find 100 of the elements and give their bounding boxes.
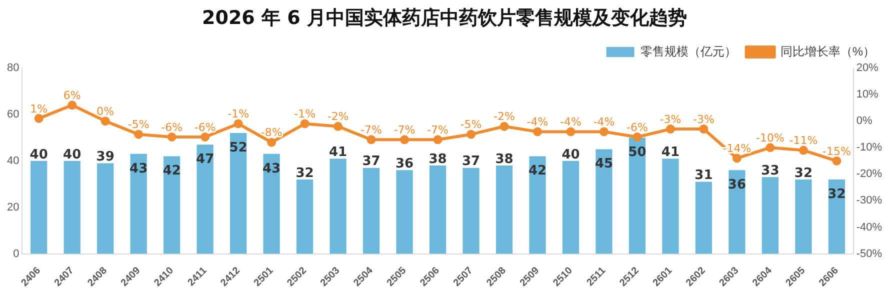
point [400, 135, 410, 144]
data-label: -10% [756, 131, 784, 144]
bar [362, 168, 380, 254]
data-label: 47 [196, 152, 214, 168]
data-label: -6% [194, 120, 216, 134]
data-label: 37 [462, 154, 480, 170]
point [798, 146, 808, 155]
data-label: -1% [294, 108, 316, 121]
data-label: -4% [593, 116, 615, 129]
bar [762, 177, 779, 254]
bar [429, 166, 446, 254]
data-label: 32 [296, 166, 314, 181]
data-label: -4% [526, 116, 548, 129]
data-label: -5% [128, 118, 150, 132]
y2-tick-label: -10% [856, 142, 882, 154]
data-label: 42 [528, 164, 547, 179]
bar [396, 170, 413, 254]
data-label: 45 [594, 156, 614, 172]
bar [695, 182, 712, 254]
bar [562, 160, 580, 254]
data-label: -3% [660, 112, 682, 126]
data-label: -7% [394, 124, 416, 137]
y-tick-label: 40 [6, 154, 20, 167]
y2-tick-label: -30% [856, 194, 882, 207]
point [200, 132, 210, 142]
point [599, 127, 608, 136]
bar [662, 158, 679, 254]
data-label: 39 [96, 150, 114, 165]
point [300, 119, 310, 128]
data-label: 40 [562, 147, 580, 162]
y2-tick-label: 20% [856, 62, 879, 74]
point [334, 122, 343, 131]
point [134, 130, 144, 139]
bar [728, 170, 746, 254]
data-label: 1% [30, 102, 48, 116]
point [234, 119, 243, 128]
y2-tick-label: -40% [856, 221, 882, 234]
data-label: -6% [161, 120, 183, 134]
bar [296, 179, 314, 254]
legend-label: 零售规模（亿元） [640, 44, 736, 58]
bar [130, 154, 147, 254]
data-label: 31 [694, 168, 713, 184]
bar [263, 154, 280, 254]
point [267, 138, 276, 147]
data-label: -11% [789, 134, 818, 148]
data-label: -6% [626, 120, 648, 134]
bar [164, 156, 180, 254]
bar [628, 138, 646, 254]
bar [529, 156, 546, 254]
point [699, 124, 708, 134]
data-label: 40 [30, 147, 48, 162]
point [766, 143, 775, 152]
bar [795, 179, 812, 254]
data-label: 32 [794, 166, 813, 181]
bar [230, 133, 247, 254]
y-tick-label: 20 [6, 201, 20, 214]
legend-label: 同比增长率（%） [780, 44, 875, 58]
data-label: -2% [494, 110, 515, 124]
y-tick-label: 0 [13, 248, 20, 260]
y2-tick-label: 10% [856, 88, 879, 101]
bar [196, 144, 214, 254]
data-label: 43 [130, 161, 148, 176]
data-label: 41 [661, 144, 680, 160]
data-label: 40 [63, 147, 82, 162]
point [366, 135, 376, 144]
data-label: -3% [693, 112, 714, 126]
bar [330, 158, 346, 254]
data-label: -8% [260, 126, 282, 140]
data-label: 38 [495, 152, 514, 167]
data-label: 33 [761, 164, 780, 179]
data-label: -7% [360, 124, 382, 137]
point [34, 114, 44, 123]
point [466, 130, 476, 139]
data-label: 41 [329, 144, 348, 160]
point [167, 132, 176, 142]
point [68, 100, 77, 110]
point [100, 116, 110, 126]
data-label: 36 [395, 156, 414, 172]
data-label: 36 [728, 178, 746, 193]
point [500, 122, 509, 131]
point [666, 124, 675, 134]
bar [828, 179, 846, 254]
data-label: 37 [362, 154, 380, 170]
bar [30, 160, 48, 254]
data-label: 52 [229, 140, 248, 156]
data-label: 32 [828, 186, 846, 202]
data-label: 6% [63, 89, 81, 102]
data-label: -1% [228, 108, 250, 121]
point [566, 127, 576, 136]
bar [496, 166, 513, 254]
data-label: -15% [822, 144, 851, 158]
bar [64, 160, 80, 254]
data-label: -7% [427, 124, 448, 137]
data-label: -2% [327, 110, 349, 124]
bar [462, 168, 480, 254]
bar [596, 149, 612, 254]
point [732, 154, 742, 163]
data-label: 43 [262, 161, 281, 176]
point [433, 135, 442, 144]
chart-title: 2026 年 6 月中国实体药店中药饮片零售规模及变化趋势 [201, 6, 688, 31]
